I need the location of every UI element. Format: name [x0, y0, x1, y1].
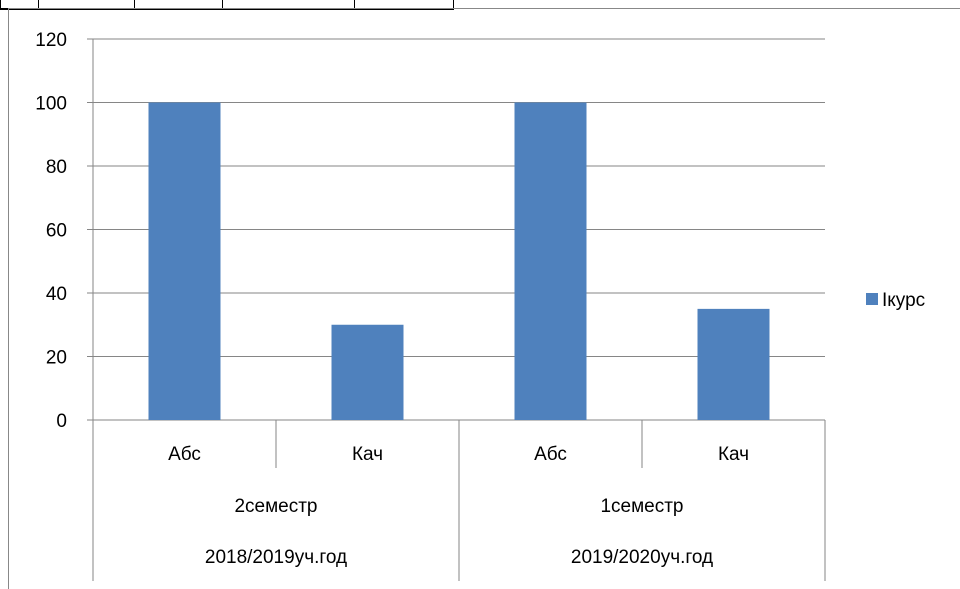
y-tick-label: 100 [35, 94, 67, 115]
table-cell-border [222, 0, 223, 8]
y-tick-label: 40 [46, 284, 67, 305]
x-category-label: Кач [718, 444, 749, 465]
y-tick-label: 60 [46, 221, 67, 242]
y-tick-label: 20 [46, 348, 67, 369]
x-group-label: 2семестр [234, 496, 317, 517]
y-tick-label: 120 [35, 30, 67, 51]
x-group-label: 2019/2020уч.год [571, 547, 713, 568]
x-category-label: Абс [534, 444, 567, 465]
bar [514, 102, 587, 420]
x-group-label: 1семестр [600, 496, 683, 517]
x-category-label: Абс [168, 444, 201, 465]
bar [697, 308, 770, 420]
table-cell-border [134, 0, 135, 8]
table-cell-border [354, 0, 355, 8]
table-cell-border [38, 0, 39, 8]
legend-label: Ікурс [882, 290, 925, 311]
bar [331, 324, 404, 420]
chart-frame [8, 8, 960, 589]
top-table-strip [0, 0, 454, 10]
bar [148, 102, 221, 420]
table-cell-border [453, 0, 454, 8]
table-cell-border [0, 0, 1, 8]
legend-swatch [866, 293, 878, 305]
y-tick-label: 0 [56, 411, 67, 432]
y-tick-label: 80 [46, 157, 67, 178]
x-group-label: 2018/2019уч.год [205, 547, 347, 568]
x-category-label: Кач [352, 444, 383, 465]
